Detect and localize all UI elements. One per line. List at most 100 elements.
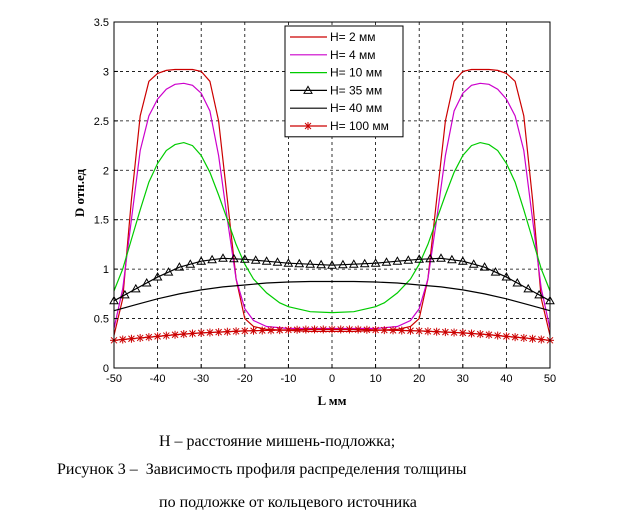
data-point — [120, 289, 130, 299]
data-point — [423, 327, 432, 336]
legend-label: H= 4 мм — [330, 48, 376, 62]
data-point — [272, 257, 283, 266]
legend-label: H= 2 мм — [330, 30, 376, 44]
y-tick-label: 1 — [103, 264, 109, 276]
legend-item: H= 4 мм — [290, 48, 376, 62]
data-point — [327, 260, 337, 269]
data-point — [381, 257, 392, 266]
data-point — [528, 334, 537, 343]
data-point — [345, 325, 354, 334]
data-point — [432, 327, 441, 336]
data-point — [162, 331, 171, 340]
y-tick-label: 3 — [103, 66, 109, 78]
data-point — [179, 330, 188, 339]
series-line — [113, 257, 551, 302]
data-point — [338, 259, 348, 269]
data-point — [319, 325, 328, 334]
series-line — [113, 141, 551, 314]
data-point — [258, 326, 267, 335]
series-layer — [109, 68, 555, 345]
data-point — [519, 333, 528, 342]
data-point — [316, 259, 326, 269]
data-point — [196, 256, 207, 265]
caption-line-3: по подложке от кольцевого источника — [159, 494, 417, 511]
data-point — [484, 330, 493, 339]
data-point — [144, 333, 153, 342]
x-tick-label: -20 — [237, 373, 253, 385]
y-tick-label: 0 — [103, 363, 109, 375]
data-point — [389, 326, 398, 335]
x-tick-label: -30 — [193, 373, 209, 385]
data-point — [512, 277, 523, 287]
data-point — [328, 325, 336, 334]
x-tick-label: 20 — [413, 373, 425, 385]
data-point — [214, 328, 223, 337]
data-point — [359, 258, 370, 268]
x-tick-label: 40 — [500, 373, 512, 385]
x-tick-label: -10 — [280, 373, 296, 385]
data-point — [370, 258, 381, 267]
data-point — [479, 262, 490, 271]
data-point — [153, 332, 162, 341]
y-tick-label: 0.5 — [94, 314, 109, 326]
legend-item: H= 35 мм — [290, 83, 382, 97]
data-point — [118, 335, 127, 344]
plot-frame — [113, 21, 551, 369]
data-point — [397, 326, 406, 335]
data-point — [348, 259, 359, 268]
data-point — [415, 326, 424, 335]
data-point — [425, 253, 435, 263]
legend-label: H= 100 мм — [330, 119, 389, 133]
x-tick-label: 0 — [329, 373, 335, 385]
data-point — [362, 325, 371, 334]
y-tick-label: 1.5 — [94, 215, 109, 227]
caption-line-2: Рисунок 3 – Зависимость профиля распреде… — [57, 461, 467, 478]
x-axis-title: L мм — [318, 393, 347, 408]
x-tick-label: 10 — [369, 373, 381, 385]
data-point — [250, 255, 261, 264]
legend-box — [284, 25, 404, 138]
data-point — [171, 330, 180, 339]
data-point — [392, 256, 403, 265]
chart-svg: -50 -40 -30 -20 -10 0 10 20 30 40 50 0 0.5 1 1.5 2 2.5 3 3… — [72, 17, 556, 408]
data-point — [490, 267, 501, 276]
data-point — [229, 253, 239, 263]
data-point — [380, 326, 389, 335]
data-point — [305, 259, 316, 268]
x-tick-label: 50 — [544, 373, 556, 385]
data-point — [130, 283, 141, 293]
data-point — [457, 256, 468, 265]
data-point — [436, 253, 446, 262]
data-point — [232, 327, 241, 336]
data-point — [240, 326, 249, 335]
legend-label: H= 40 мм — [330, 101, 382, 115]
data-point — [294, 258, 305, 268]
legend-item: H= 10 мм — [290, 66, 382, 80]
data-point — [283, 258, 294, 267]
data-point — [207, 254, 217, 264]
data-point — [249, 326, 258, 335]
data-point — [275, 326, 284, 335]
data-point — [152, 272, 163, 281]
data-point — [403, 255, 414, 264]
data-point — [501, 272, 512, 281]
data-point — [450, 328, 459, 337]
data-point — [310, 325, 319, 334]
axes: -50 -40 -30 -20 -10 0 10 20 30 40 50 0 0.5 1 1.5 2 2.5 3 3… — [94, 17, 556, 385]
x-tick-label: -50 — [106, 373, 122, 385]
legend-item: H= 100 мм — [290, 119, 389, 133]
data-point — [406, 326, 415, 335]
caption-line-1: Н – расстояние мишень-подложка; — [159, 433, 396, 450]
y-tick-label: 2.5 — [94, 116, 109, 128]
x-tick-label: -40 — [150, 373, 166, 385]
legend: H= 2 мм H= 4 мм H= 10 мм H= 35 мм H= 40 мм H=… — [284, 25, 404, 138]
data-point — [303, 85, 313, 94]
data-point — [136, 333, 145, 342]
data-point — [197, 328, 206, 337]
data-point — [141, 277, 152, 287]
data-point — [223, 327, 232, 336]
series-line — [113, 280, 551, 312]
data-point — [371, 325, 380, 334]
data-point — [127, 334, 136, 343]
data-point — [476, 330, 485, 339]
